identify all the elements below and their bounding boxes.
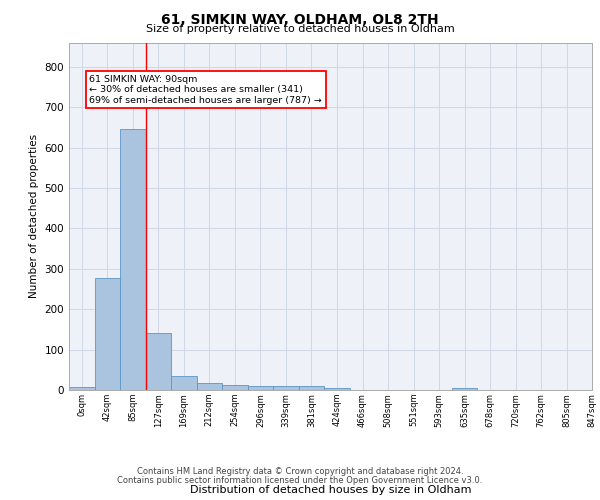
Bar [324,388,350,390]
X-axis label: Distribution of detached houses by size in Oldham: Distribution of detached houses by size … [190,485,472,495]
Bar [69,387,95,390]
Text: Size of property relative to detached houses in Oldham: Size of property relative to detached ho… [146,24,454,34]
Bar [197,382,222,390]
Bar [248,386,273,390]
Bar [146,334,171,390]
Bar [222,385,248,390]
Text: Contains HM Land Registry data © Crown copyright and database right 2024.: Contains HM Land Registry data © Crown c… [137,467,463,476]
Text: 61, SIMKIN WAY, OLDHAM, OL8 2TH: 61, SIMKIN WAY, OLDHAM, OL8 2TH [161,12,439,26]
Y-axis label: Number of detached properties: Number of detached properties [29,134,39,298]
Bar [120,130,146,390]
Bar [95,278,120,390]
Bar [299,386,324,390]
Bar [273,386,299,390]
Bar [452,388,478,390]
Text: Contains public sector information licensed under the Open Government Licence v3: Contains public sector information licen… [118,476,482,485]
Bar [171,376,197,390]
Text: 61 SIMKIN WAY: 90sqm
← 30% of detached houses are smaller (341)
69% of semi-deta: 61 SIMKIN WAY: 90sqm ← 30% of detached h… [89,75,322,104]
